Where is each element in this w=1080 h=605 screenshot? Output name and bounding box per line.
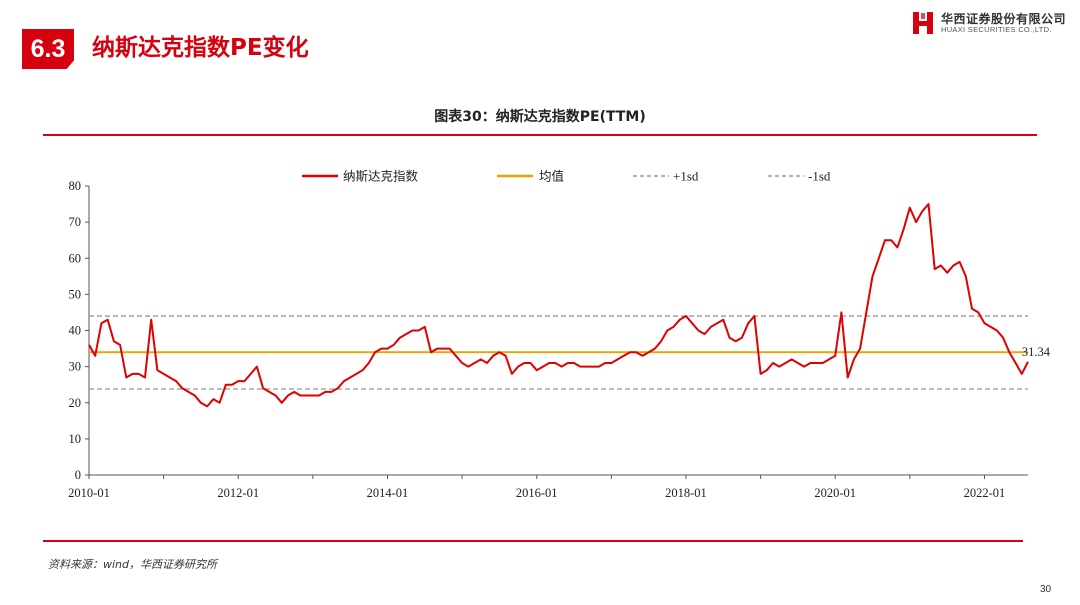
logo-company-name-cn: 华西证券股份有限公司	[941, 12, 1067, 26]
legend-label-pe: 纳斯达克指数	[343, 169, 419, 184]
chart-series	[88, 203, 1029, 408]
x-tick-label: 2014-01	[367, 486, 409, 500]
x-tick-label: 2012-01	[217, 486, 259, 500]
x-tick-label: 2020-01	[814, 486, 856, 500]
footer-divider	[43, 540, 1023, 542]
huaxi-logo-icon	[913, 12, 933, 34]
y-tick-label: 40	[69, 324, 82, 338]
x-tick-label: 2016-01	[516, 486, 558, 500]
y-tick-label: 10	[69, 432, 82, 446]
nasdaq-pe-line	[88, 203, 1029, 408]
y-tick-label: 30	[69, 360, 82, 374]
page-number: 30	[1040, 584, 1052, 595]
x-tick-label: 2022-01	[964, 486, 1006, 500]
y-tick-label: 60	[69, 251, 82, 265]
legend-label-mean: 均值	[539, 169, 564, 184]
x-tick-label: 2018-01	[665, 486, 707, 500]
chart-caption: 图表30：纳斯达克指数PE(TTM)	[434, 109, 646, 125]
legend-label-minus-sd: -1sd	[808, 169, 831, 184]
chart-annotations: 31.34	[1022, 345, 1051, 359]
chart-legend: 纳斯达克指数 均值 +1sd -1sd	[302, 169, 831, 184]
legend-label-plus-sd: +1sd	[673, 169, 699, 184]
company-logo: 华西证券股份有限公司 HUAXI SECURITIES CO.,LTD.	[912, 10, 1072, 38]
section-number-badge: 6.3	[22, 29, 74, 69]
y-tick-label: 80	[69, 179, 82, 193]
section-title: 纳斯达克指数PE变化	[92, 35, 309, 61]
caption-divider	[43, 134, 1037, 136]
x-tick-label: 2010-01	[68, 486, 110, 500]
last-value-label: 31.34	[1022, 345, 1051, 359]
source-note: 资料来源：wind，华西证券研究所	[48, 558, 218, 571]
y-tick-label: 0	[75, 468, 81, 482]
chart-axes: 0 10 20 30 40 50 60 70 80 2010-01 2012-01 2014-01 20…	[68, 179, 1028, 500]
y-tick-label: 50	[69, 287, 82, 301]
reference-lines	[89, 315, 1028, 390]
y-tick-label: 20	[69, 396, 82, 410]
y-tick-label: 70	[69, 215, 82, 229]
logo-company-name-en: HUAXI SECURITIES CO.,LTD.	[941, 25, 1052, 34]
